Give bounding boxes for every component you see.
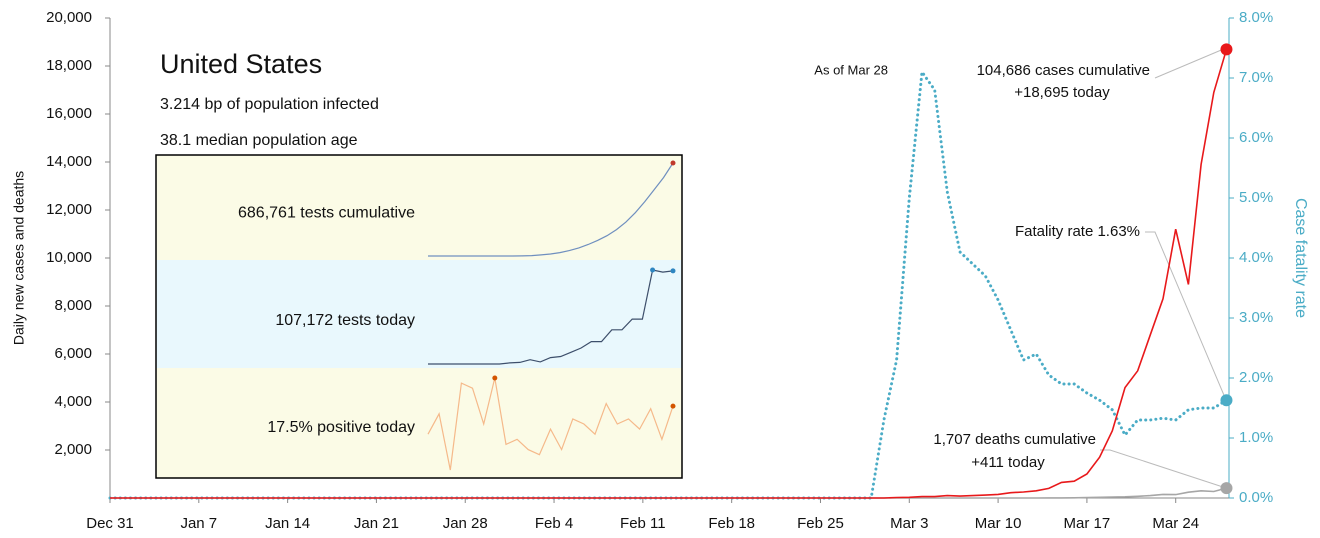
x-tick-label: Jan 28 — [443, 515, 488, 532]
annotation: 1,707 deaths cumulative — [933, 431, 1096, 448]
x-tick-label: Mar 10 — [975, 515, 1022, 532]
x-tick-label: Feb 18 — [708, 515, 755, 532]
end-dot — [1220, 43, 1233, 56]
x-tick-label: Jan 7 — [180, 515, 217, 532]
series-line — [110, 487, 1227, 499]
subtitle: 38.1 median population age — [160, 132, 358, 149]
sparkline-dot — [650, 267, 656, 273]
x-tick-label: Jan 21 — [354, 515, 399, 532]
y2-tick-label: 2.0% — [1239, 369, 1273, 386]
series-line — [108, 67, 1228, 500]
y2-tick-label: 8.0% — [1239, 9, 1273, 26]
inset-label: 686,761 tests cumulative — [238, 205, 415, 222]
sparkline-dot — [670, 268, 676, 274]
inset-band — [156, 368, 682, 478]
leader-line — [1154, 47, 1227, 79]
y2-tick-label: 7.0% — [1239, 69, 1273, 86]
x-tick-label: Feb 25 — [797, 515, 844, 532]
annotation: Fatality rate 1.63% — [1015, 223, 1140, 240]
end-dot — [1220, 394, 1233, 407]
y-tick-label: 2,000 — [54, 441, 92, 458]
y-tick-label: 10,000 — [46, 249, 92, 266]
x-tick-label: Feb 11 — [620, 515, 666, 532]
y-tick-label: 18,000 — [46, 57, 92, 74]
sparkline — [427, 377, 674, 471]
inset-label: 17.5% positive today — [267, 419, 415, 436]
x-tick-label: Jan 14 — [265, 515, 310, 532]
y2-tick-label: 0.0% — [1239, 489, 1273, 506]
end-dot — [1220, 482, 1233, 495]
y-tick-label: 20,000 — [46, 9, 92, 26]
sparkline — [428, 162, 674, 257]
annotation: +18,695 today — [1014, 84, 1110, 101]
y2-tick-label: 3.0% — [1239, 309, 1273, 326]
series-line — [110, 49, 1228, 499]
y-axis-label: Daily new cases and deaths — [11, 171, 27, 345]
inset-band — [156, 260, 682, 368]
chart-title: United States — [160, 49, 322, 79]
x-tick-label: Mar 3 — [890, 515, 928, 532]
leader-line — [1100, 449, 1227, 489]
leader-line — [1145, 231, 1227, 401]
inset-band — [156, 155, 682, 260]
sparkline — [428, 269, 674, 365]
y2-tick-label: 6.0% — [1239, 129, 1273, 146]
y-tick-label: 8,000 — [54, 297, 92, 314]
annotation: As of Mar 28 — [814, 62, 888, 77]
y2-tick-label: 1.0% — [1239, 429, 1273, 446]
sparkline-dot — [670, 403, 676, 409]
sparkline-dot — [492, 375, 498, 381]
y-tick-label: 12,000 — [46, 201, 92, 218]
inset-label: 107,172 tests today — [275, 312, 415, 329]
x-tick-label: Mar 17 — [1064, 515, 1111, 532]
y2-tick-label: 5.0% — [1239, 189, 1273, 206]
inset-frame — [155, 154, 683, 479]
y2-axis-label: Case fatality rate — [1292, 198, 1309, 318]
annotation: +411 today — [971, 454, 1045, 471]
x-tick-label: Feb 4 — [535, 515, 573, 532]
subtitle: 3.214 bp of population infected — [160, 96, 379, 113]
y-tick-label: 4,000 — [54, 393, 92, 410]
x-tick-label: Mar 24 — [1152, 515, 1199, 532]
y-tick-label: 14,000 — [46, 153, 92, 170]
y2-tick-label: 4.0% — [1239, 249, 1273, 266]
sparkline-dot — [670, 160, 676, 166]
annotation: 104,686 cases cumulative — [977, 62, 1150, 79]
y-tick-label: 6,000 — [54, 345, 92, 362]
y-tick-label: 16,000 — [46, 105, 92, 122]
x-tick-label: Dec 31 — [86, 515, 134, 532]
